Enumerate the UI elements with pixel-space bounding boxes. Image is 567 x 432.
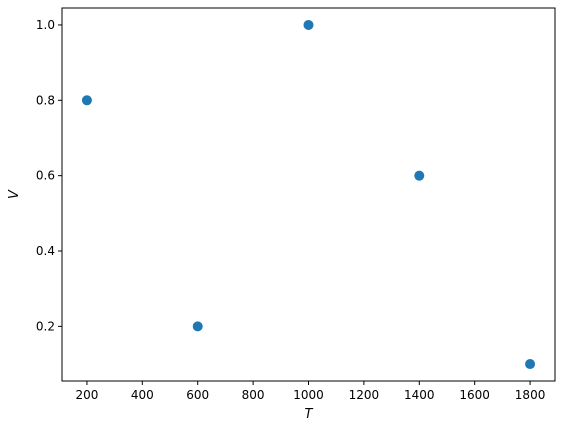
data-point [81, 95, 92, 106]
x-tick-label: 1400 [404, 388, 435, 402]
x-axis-label: T [305, 407, 314, 422]
y-tick-label: 0.2 [36, 319, 55, 333]
x-tick-label: 1200 [349, 388, 380, 402]
x-tick-label: 800 [242, 388, 265, 402]
x-tick-label: 600 [186, 388, 209, 402]
y-tick-label: 0.4 [36, 244, 55, 258]
plot-frame [61, 7, 556, 382]
data-points [81, 19, 536, 370]
data-point [192, 321, 203, 332]
x-tick-label: 400 [131, 388, 154, 402]
x-tick-label: 1000 [293, 388, 324, 402]
axis-ticks: 200 400 600 800 1000 1200 1400 1600 1800 0.2 0.4 0.… [36, 18, 545, 402]
y-tick-label: 1.0 [36, 18, 55, 32]
x-tick-label: 1800 [515, 388, 546, 402]
data-point [414, 170, 425, 181]
y-tick-label: 0.6 [36, 169, 55, 183]
x-tick-label: 200 [75, 388, 98, 402]
data-point [525, 359, 536, 370]
data-point [303, 19, 314, 30]
y-axis-label: V [7, 189, 22, 199]
y-tick-label: 0.8 [36, 93, 55, 107]
x-tick-label: 1600 [459, 388, 490, 402]
